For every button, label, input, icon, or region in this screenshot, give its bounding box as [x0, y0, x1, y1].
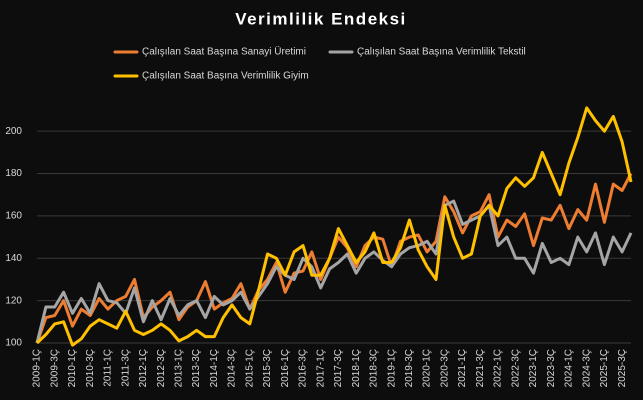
y-tick-label: 120 [5, 295, 22, 306]
x-tick-label: 2009-1Ç [32, 349, 43, 387]
x-tick-label: 2024-1Ç [564, 349, 575, 387]
chart-title: Verimlilik Endeksi [235, 9, 407, 28]
x-tick-label: 2021-3Ç [475, 349, 486, 387]
x-tick-label: 2024-3Ç [581, 349, 592, 387]
y-tick-label: 180 [5, 168, 22, 179]
x-tick-label: 2013-1Ç [173, 349, 184, 387]
x-tick-label: 2023-3Ç [546, 349, 557, 387]
x-tick-label: 2011-3Ç [120, 349, 131, 387]
x-tick-label: 2022-3Ç [510, 349, 521, 387]
x-tick-label: 2014-3Ç [227, 349, 238, 387]
x-tick-label: 2015-1Ç [244, 349, 255, 387]
x-tick-label: 2019-3Ç [404, 349, 415, 387]
x-tick-label: 2009-3Ç [49, 349, 60, 387]
y-tick-label: 140 [5, 253, 22, 264]
y-tick-label: 100 [5, 338, 22, 349]
x-tick-label: 2017-3Ç [333, 349, 344, 387]
x-tick-label: 2012-1Ç [138, 349, 149, 387]
legend-label: Çalışılan Saat Başına Sanayi Üretimi [142, 46, 306, 58]
x-tick-label: 2015-3Ç [262, 349, 273, 387]
x-tick-label: 2014-1Ç [209, 349, 220, 387]
legend-label: Çalışılan Saat Başına Verimlilik Giyim [142, 71, 309, 82]
x-tick-label: 2020-1Ç [422, 349, 433, 387]
x-tick-label: 2016-1Ç [280, 349, 291, 387]
x-tick-label: 2018-3Ç [369, 349, 380, 387]
x-tick-label: 2012-3Ç [156, 349, 167, 387]
x-tick-label: 2022-1Ç [493, 349, 504, 387]
series-line [35, 199, 633, 344]
legend-label: Çalışılan Saat Başına Verimlilik Tekstil [357, 47, 526, 58]
x-tick-label: 2025-1Ç [599, 349, 610, 387]
x-tick-label: 2013-3Ç [191, 349, 202, 387]
x-tick-label: 2021-1Ç [457, 349, 468, 387]
x-tick-label: 2025-3Ç [617, 349, 628, 387]
x-tick-label: 2010-1Ç [67, 349, 78, 387]
x-tick-label: 2018-1Ç [351, 349, 362, 387]
series-line [35, 106, 633, 347]
y-tick-label: 160 [5, 211, 22, 222]
x-tick-label: 2010-3Ç [85, 349, 96, 387]
x-tick-label: 2020-3Ç [439, 349, 450, 387]
y-tick-label: 200 [5, 126, 22, 137]
x-tick-label: 2019-1Ç [386, 349, 397, 387]
x-tick-label: 2023-1Ç [528, 349, 539, 387]
x-tick-label: 2011-1Ç [103, 349, 114, 387]
x-tick-label: 2016-3Ç [298, 349, 309, 387]
x-tick-label: 2017-1Ç [315, 349, 326, 387]
